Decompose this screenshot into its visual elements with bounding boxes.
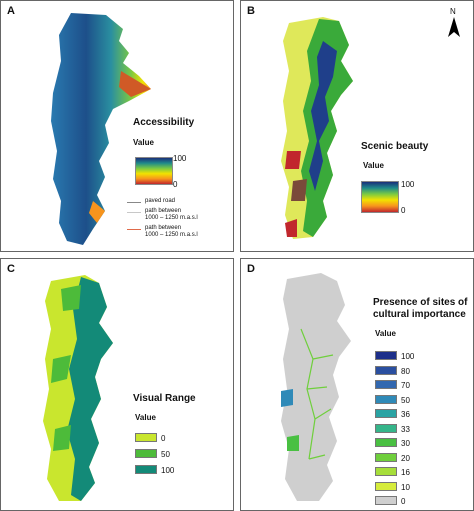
panel-letter: C: [7, 263, 15, 275]
ramp-max: 100: [401, 180, 415, 189]
legend-swatch: [375, 496, 397, 505]
ramp-min: 0: [173, 180, 178, 189]
legend-swatch: [375, 409, 397, 418]
legend-value-label: Value: [375, 329, 396, 338]
path-label-1a: path between: [145, 208, 182, 214]
path-label-1: path between 1000 – 1250 m.a.s.l: [145, 208, 198, 222]
north-arrow-icon: [448, 17, 460, 37]
path-label-2b: 1000 – 1250 m.a.s.l: [145, 232, 198, 238]
ramp-min: 0: [401, 206, 406, 215]
area-shape: [51, 13, 151, 245]
legend-label: 30: [401, 439, 410, 448]
legend-swatch: [375, 423, 397, 433]
legend-label: 80: [401, 366, 410, 376]
legend-swatch: [375, 438, 397, 447]
legend-label: 0: [401, 497, 406, 506]
legend-swatch-50: [135, 449, 157, 458]
panel-visual-range: C Visual Range Value 0 50 100: [0, 258, 234, 511]
legend-swatch: [375, 394, 397, 404]
legend-label: 70: [401, 381, 410, 390]
cultural-sites-map: [281, 273, 351, 501]
panel-scenic-beauty: B N Scenic beauty Value 100 0: [240, 0, 474, 252]
legend-swatch-100: [135, 465, 157, 474]
legend-label: 20: [401, 453, 410, 463]
ramp-max: 100: [173, 154, 187, 163]
legend-label-100: 100: [161, 466, 175, 475]
path-symbol-2: [127, 229, 141, 230]
color-ramp: [361, 181, 399, 213]
legend-label: 16: [401, 468, 410, 477]
map-title: Accessibility: [133, 117, 195, 128]
panel-letter: B: [247, 5, 255, 17]
path-label-2: path between 1000 – 1250 m.a.s.l: [145, 225, 198, 239]
legend-swatch-0: [135, 433, 157, 442]
legend-swatch: [375, 351, 397, 360]
map-title: Visual Range: [133, 393, 196, 404]
legend-label-50: 50: [161, 450, 170, 459]
map-title-line2: cultural importance: [373, 309, 466, 320]
legend-value-label: Value: [135, 413, 156, 422]
legend-label: 33: [401, 424, 410, 434]
map-title-line1: Presence of sites of: [373, 297, 468, 308]
panel-accessibility: A Accessibility Value 100 0 paved road p…: [0, 0, 234, 252]
legend-label: 10: [401, 482, 410, 492]
map-title: Presence of sites of cultural importance: [373, 297, 467, 321]
path-label-1b: 1000 – 1250 m.a.s.l: [145, 215, 198, 221]
color-ramp: [135, 157, 173, 185]
panel-cultural-importance: D Presence of sites of cultural importan…: [240, 258, 474, 511]
north-label: N: [450, 7, 456, 16]
legend-swatch: [375, 452, 397, 462]
panel-letter: D: [247, 263, 255, 275]
legend-value-label: Value: [363, 161, 384, 170]
map-title: Scenic beauty: [361, 141, 429, 152]
visual-range-map: [43, 275, 113, 501]
legend-label-0: 0: [161, 434, 166, 443]
legend-swatch: [375, 365, 397, 375]
legend-swatch: [375, 481, 397, 491]
legend-label: 36: [401, 410, 410, 419]
scenic-beauty-map: [281, 17, 353, 239]
paved-road-symbol: [127, 202, 141, 203]
legend-value-label: Value: [133, 138, 154, 147]
paved-road-label: paved road: [145, 198, 176, 204]
panel-letter: A: [7, 5, 15, 17]
path-symbol-1: [127, 212, 141, 213]
legend-swatch: [375, 380, 397, 389]
legend-label: 50: [401, 395, 410, 405]
legend-swatch: [375, 467, 397, 476]
accessibility-map: [51, 13, 151, 245]
path-label-2a: path between: [145, 225, 182, 231]
legend-label: 100: [401, 352, 415, 361]
